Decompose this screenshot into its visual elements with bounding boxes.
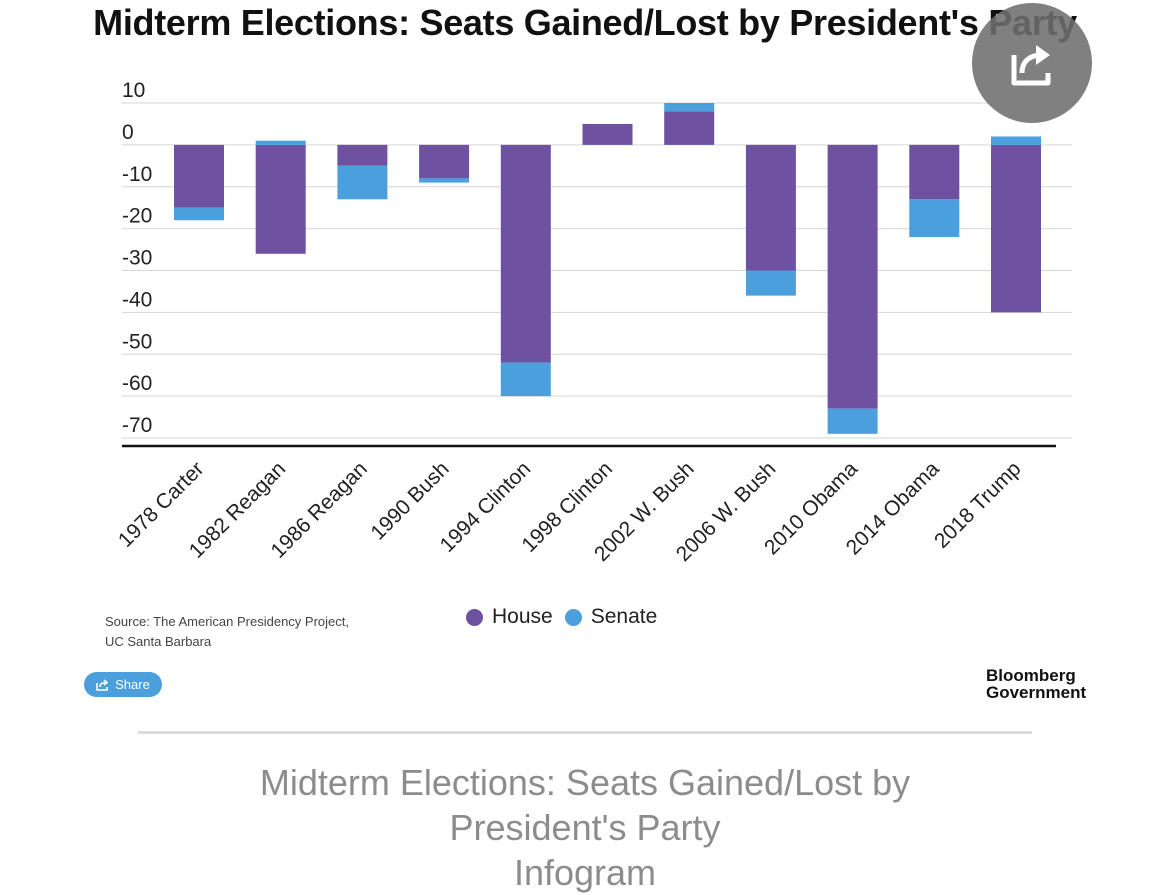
source-note: Source: The American Presidency Project,… — [105, 612, 405, 652]
bar-senate — [174, 207, 224, 221]
bar-house — [337, 144, 388, 166]
y-tick-label: -60 — [122, 372, 152, 395]
bar-senate — [337, 165, 388, 200]
house-swatch — [466, 608, 483, 626]
chart-title: Midterm Elections: Seats Gained/Lost by … — [93, 2, 1077, 43]
brand-line-1: Bloomberg — [986, 666, 1076, 685]
source-line-1: Source: The American Presidency Project, — [105, 614, 349, 629]
y-tick-label: 0 — [122, 121, 134, 144]
bar-senate — [991, 136, 1041, 145]
bar-house — [255, 144, 306, 254]
bar-house — [991, 144, 1041, 313]
y-tick-label: -10 — [122, 163, 152, 186]
bar-house — [827, 144, 878, 409]
brand-logo: Bloomberg Government — [986, 667, 1086, 701]
y-tick-label: 10 — [122, 79, 145, 102]
bar-senate — [419, 178, 470, 183]
bar-house — [582, 123, 633, 145]
source-line-2: UC Santa Barbara — [105, 634, 212, 649]
caption-line-2: President's Party — [449, 807, 721, 848]
share-export-icon — [1011, 45, 1051, 86]
bar-house — [664, 111, 715, 145]
bar-senate — [745, 270, 796, 296]
x-tick-label: 2018 Trump — [930, 457, 1026, 553]
share-icon — [96, 678, 109, 691]
bar-house — [745, 144, 796, 271]
share-label: Share — [115, 677, 150, 692]
bar-house — [500, 144, 551, 363]
brand-line-2: Government — [986, 683, 1087, 702]
embed-caption: Midterm Elections: Seats Gained/Lost by … — [150, 760, 1020, 895]
y-tick-label: -30 — [122, 247, 152, 270]
legend-label-house: House — [492, 605, 553, 628]
chart-legend: House Senate — [466, 603, 669, 631]
y-tick-label: -70 — [122, 414, 152, 437]
legend-item-senate: Senate — [564, 605, 658, 629]
caption-line-3: Infogram — [513, 852, 657, 893]
bar-senate — [909, 199, 960, 237]
x-tick-label: 1990 Bush — [366, 457, 453, 544]
share-fab-button[interactable] — [972, 3, 1092, 123]
legend-item-house: House — [466, 605, 553, 629]
y-tick-label: -20 — [122, 205, 152, 228]
bar-senate — [827, 408, 878, 434]
divider — [138, 731, 1032, 734]
caption-line-1: Midterm Elections: Seats Gained/Lost by — [259, 762, 911, 803]
senate-swatch — [564, 608, 582, 626]
bar-house — [174, 144, 224, 208]
bar-house — [419, 144, 470, 179]
y-tick-label: -40 — [122, 288, 152, 311]
y-tick-label: -50 — [122, 330, 152, 353]
legend-label-senate: Senate — [590, 605, 658, 628]
bar-senate — [500, 362, 551, 397]
bar-house — [909, 144, 960, 200]
share-button[interactable]: Share — [84, 672, 162, 697]
bar-senate — [255, 140, 306, 145]
bar-senate — [664, 103, 715, 112]
